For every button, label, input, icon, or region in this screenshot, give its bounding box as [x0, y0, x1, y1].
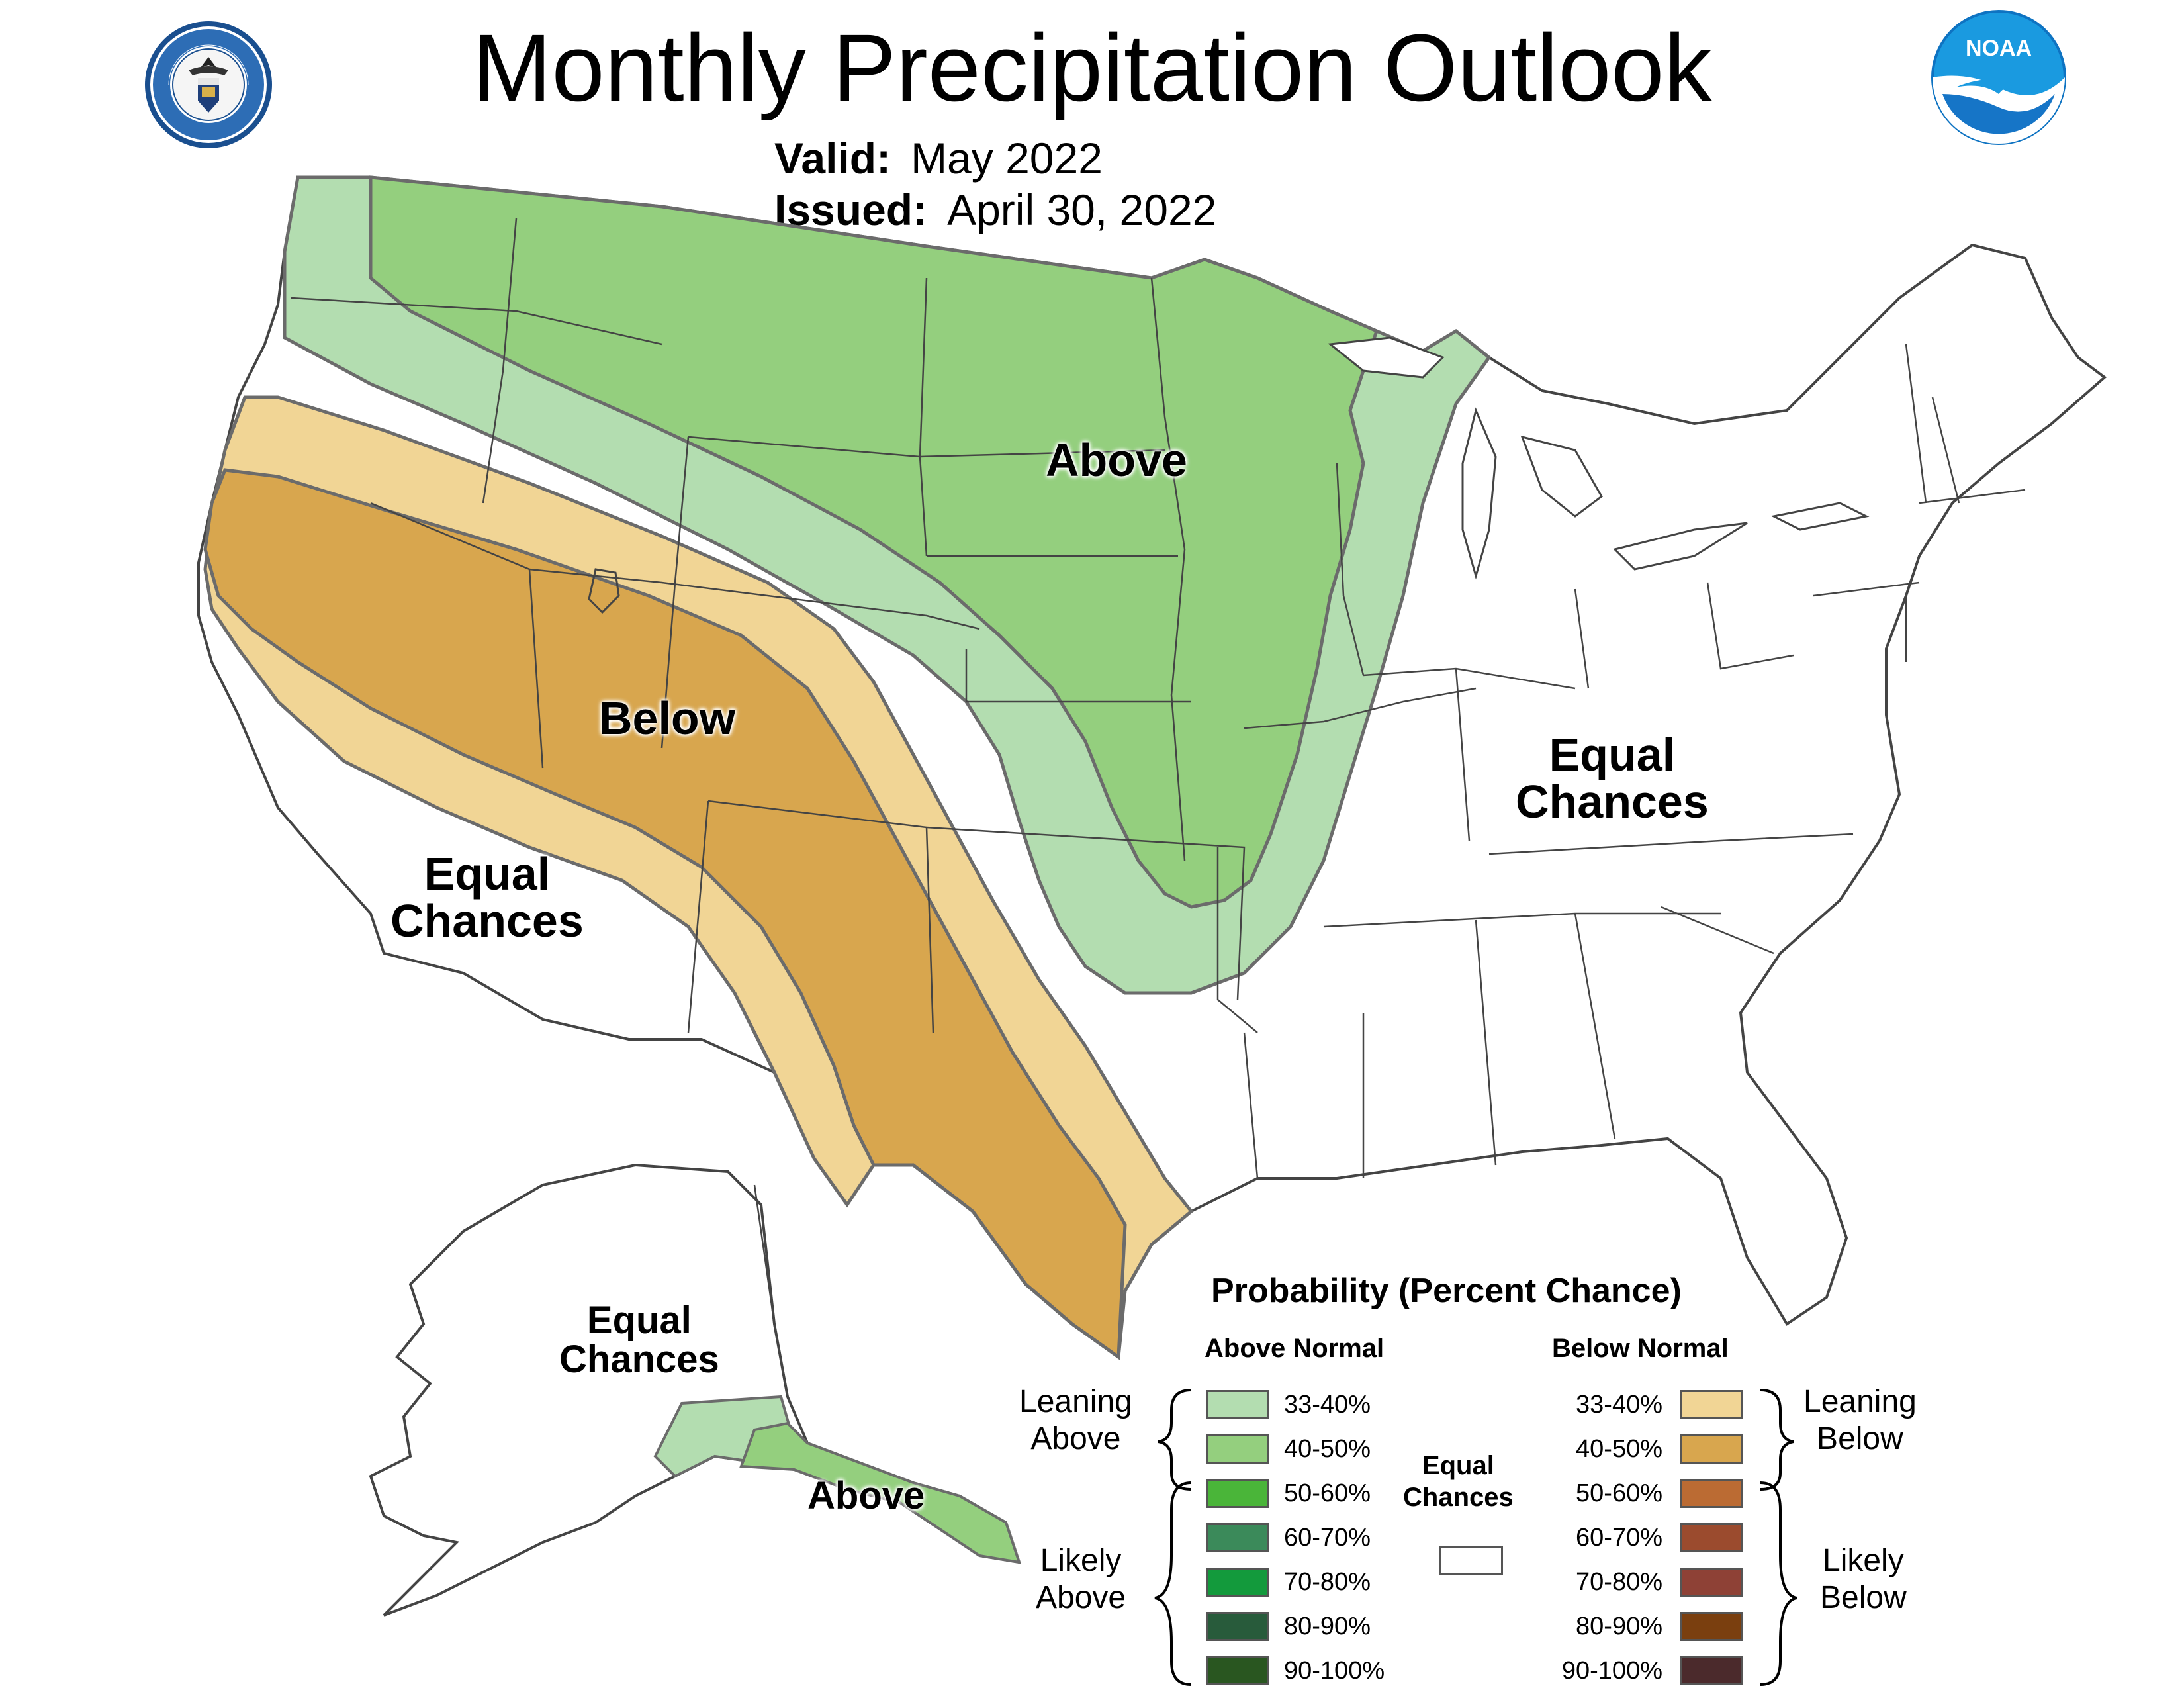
map-title: Monthly Precipitation Outlook [472, 15, 1712, 121]
likely-below-line2: Below [1820, 1580, 1907, 1615]
issued-value: April 30, 2022 [947, 185, 1217, 234]
great-salt-lake [588, 568, 620, 614]
legend-equal-swatch [1439, 1546, 1503, 1575]
legend-above-swatch [1206, 1656, 1269, 1685]
valid-issued-block: Valid: May 2022 Issued: April 30, 2022 [774, 132, 1216, 236]
legend-below-swatch [1680, 1568, 1743, 1597]
legend-above-swatch [1206, 1612, 1269, 1641]
legend-above-swatch [1206, 1390, 1269, 1419]
label-above-conus: Above [1046, 434, 1187, 486]
likely-below-line1: Likely [1823, 1543, 1904, 1578]
legend-above-pct-label: 90-100% [1284, 1657, 1385, 1685]
legend-below-swatch [1680, 1479, 1743, 1508]
legend-above-pct-label: 60-70% [1284, 1524, 1371, 1552]
legend-below-pct-label: 80-90% [1576, 1613, 1662, 1640]
legend-above-pct-label: 80-90% [1284, 1613, 1371, 1640]
label-equal-chances-west: Equal Chances [390, 848, 584, 947]
legend-below-header: Below Normal [1552, 1334, 1729, 1363]
legend-leaning-below: Leaning Below [1803, 1383, 1917, 1458]
legend-equal-line1: Equal [1422, 1451, 1494, 1480]
legend-below-pct-label: 40-50% [1576, 1435, 1662, 1463]
legend-title: Probability (Percent Chance) [1211, 1272, 1682, 1310]
legend-leaning-above: Leaning Above [1019, 1383, 1132, 1458]
label-equal-east-line1: Equal [1549, 729, 1676, 780]
legend-likely-below: Likely Below [1820, 1542, 1907, 1617]
above-40-50-zone-alaska [739, 1421, 1021, 1564]
above-40-50-zone-conus [369, 175, 1379, 909]
legend-likely-above: Likely Above [1036, 1542, 1126, 1617]
legend-below-pct-label: 70-80% [1576, 1568, 1662, 1596]
leaning-below-line2: Below [1817, 1421, 1903, 1456]
label-below-conus: Below [599, 692, 736, 744]
legend-equal-line2: Chances [1403, 1483, 1514, 1512]
legend-above-swatch [1206, 1479, 1269, 1508]
leaning-below-line1: Leaning [1803, 1384, 1917, 1419]
legend-above-header: Above Normal [1205, 1334, 1385, 1363]
label-equal-east-line2: Chances [1516, 776, 1709, 828]
label-above-alaska: Above [807, 1474, 925, 1517]
valid-value: May 2022 [911, 134, 1103, 183]
brace-leaning-below [1760, 1389, 1794, 1491]
below-40-50-zone-conus [203, 468, 1127, 1360]
legend-above-pct-label: 33-40% [1284, 1391, 1371, 1419]
likely-above-line2: Above [1036, 1580, 1126, 1615]
legend-below-pct-label: 33-40% [1576, 1391, 1662, 1419]
label-equal-west-line2: Chances [390, 895, 584, 947]
legend-below-swatch [1680, 1434, 1743, 1464]
label-equal-chances-alaska: Equal Chances [559, 1301, 719, 1379]
noaa-logo: NOAA [1931, 10, 2066, 145]
great-lakes [1328, 336, 1870, 580]
label-equal-chances-east: Equal Chances [1516, 731, 1709, 826]
legend-above-swatch [1206, 1523, 1269, 1552]
label-equal-alaska-line1: Equal [586, 1299, 692, 1342]
label-equal-alaska-line2: Chances [559, 1338, 719, 1382]
doc-seal-logo [145, 21, 272, 148]
label-equal-west-line1: Equal [424, 848, 551, 900]
legend-below-swatch [1680, 1390, 1743, 1419]
brace-likely-above [1154, 1481, 1192, 1686]
leaning-above-line2: Above [1030, 1421, 1121, 1456]
legend-above-pct-label: 70-80% [1284, 1568, 1371, 1596]
legend-above-swatch [1206, 1568, 1269, 1597]
legend-below-pct-label: 50-60% [1576, 1479, 1662, 1507]
legend-below-swatch [1680, 1612, 1743, 1641]
brace-leaning-above [1158, 1389, 1192, 1491]
likely-above-line1: Likely [1040, 1543, 1122, 1578]
legend-above-pct-label: 40-50% [1284, 1435, 1371, 1463]
valid-label: Valid: [774, 134, 891, 183]
leaning-above-line1: Leaning [1019, 1384, 1132, 1419]
noaa-logo-text: NOAA [1966, 36, 2032, 61]
legend-below-pct-label: 90-100% [1561, 1657, 1662, 1685]
legend-below-pct-label: 60-70% [1576, 1524, 1662, 1552]
legend-equal-chances: Equal Chances [1403, 1450, 1514, 1513]
legend-below-swatch [1680, 1656, 1743, 1685]
legend-above-pct-label: 50-60% [1284, 1479, 1371, 1507]
valid-line: Valid: May 2022 [774, 132, 1216, 184]
brace-likely-below [1760, 1481, 1797, 1686]
legend-above-swatch [1206, 1434, 1269, 1464]
legend-below-swatch [1680, 1523, 1743, 1552]
state-boundaries [291, 218, 2026, 1179]
alaska-border [753, 1184, 789, 1397]
